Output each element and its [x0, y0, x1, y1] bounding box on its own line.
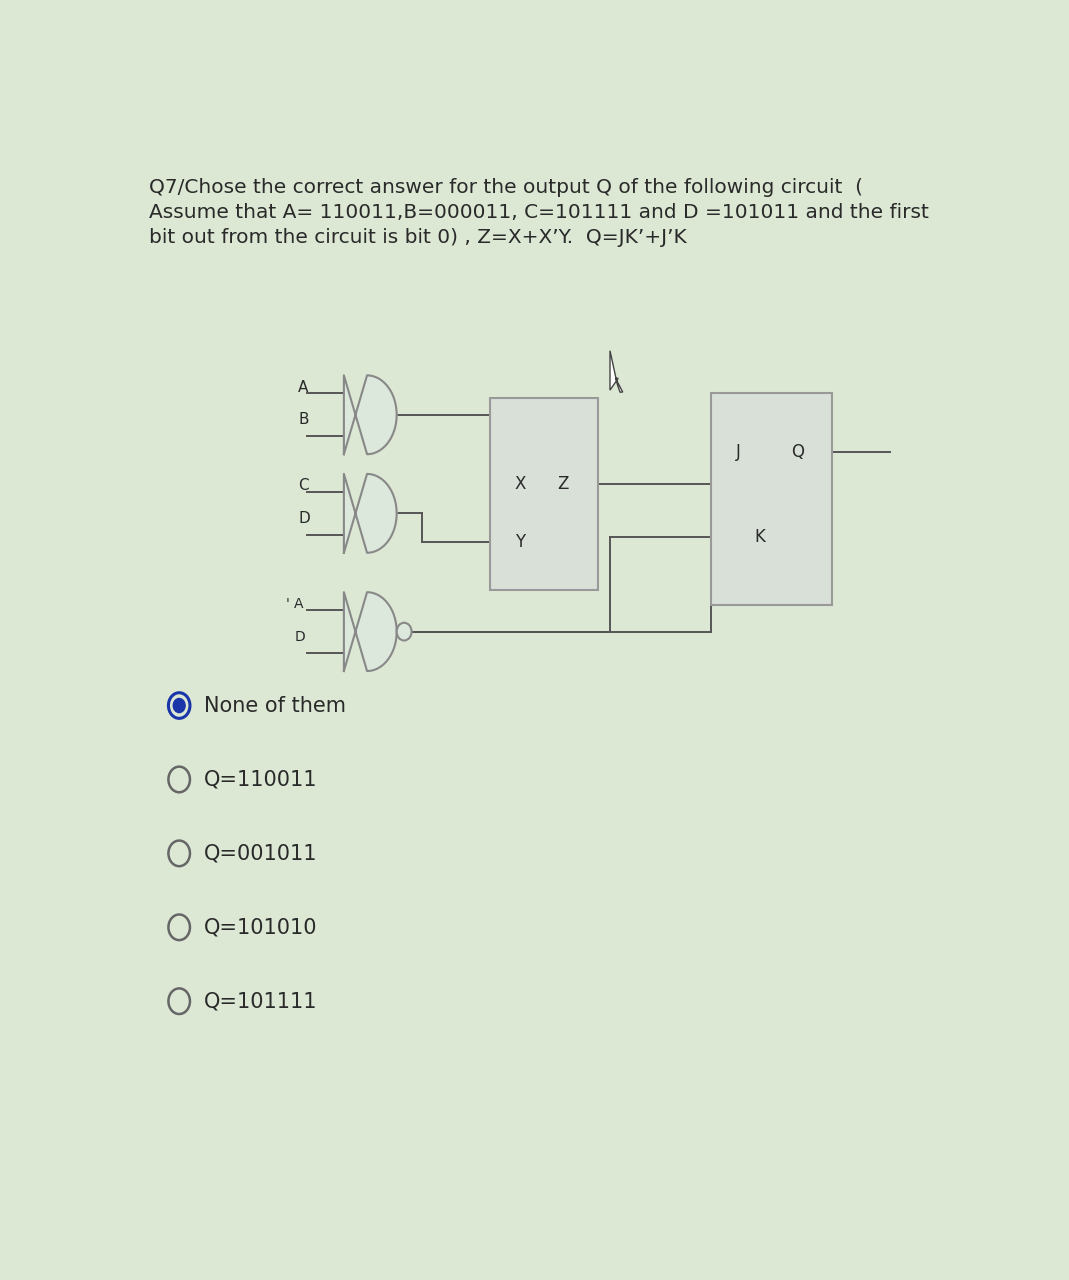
Text: Q7/Chose the correct answer for the output Q of the following circuit  (: Q7/Chose the correct answer for the outp…	[149, 178, 863, 197]
FancyBboxPatch shape	[712, 393, 832, 604]
Circle shape	[397, 623, 412, 640]
Text: X: X	[514, 475, 526, 493]
Text: ': '	[285, 596, 290, 611]
Text: A: A	[294, 596, 304, 611]
Circle shape	[173, 699, 185, 713]
Text: A: A	[298, 380, 309, 394]
Text: Assume that A= 110011,B=000011, C=101111 and D =101011 and the first: Assume that A= 110011,B=000011, C=101111…	[149, 202, 928, 221]
Text: Z: Z	[557, 475, 569, 493]
Text: Q=101111: Q=101111	[204, 991, 317, 1011]
Text: Y: Y	[515, 532, 525, 550]
Polygon shape	[344, 474, 397, 553]
Text: J: J	[735, 443, 741, 461]
Text: Q=110011: Q=110011	[204, 769, 317, 790]
FancyBboxPatch shape	[490, 398, 598, 590]
Text: K: K	[754, 527, 765, 545]
Text: None of them: None of them	[204, 695, 346, 716]
Polygon shape	[610, 351, 623, 392]
Polygon shape	[344, 593, 397, 671]
Text: Q: Q	[791, 443, 805, 461]
Polygon shape	[344, 375, 397, 454]
Text: D: D	[294, 630, 305, 644]
Text: bit out from the circuit is bit 0) , Z=X+X’Y.  Q=JK’+J’K: bit out from the circuit is bit 0) , Z=X…	[149, 228, 686, 247]
Text: B: B	[298, 412, 309, 428]
Text: Q=001011: Q=001011	[204, 844, 317, 864]
Text: Q=101010: Q=101010	[204, 918, 317, 937]
Text: C: C	[298, 479, 309, 493]
Text: D: D	[298, 511, 310, 526]
